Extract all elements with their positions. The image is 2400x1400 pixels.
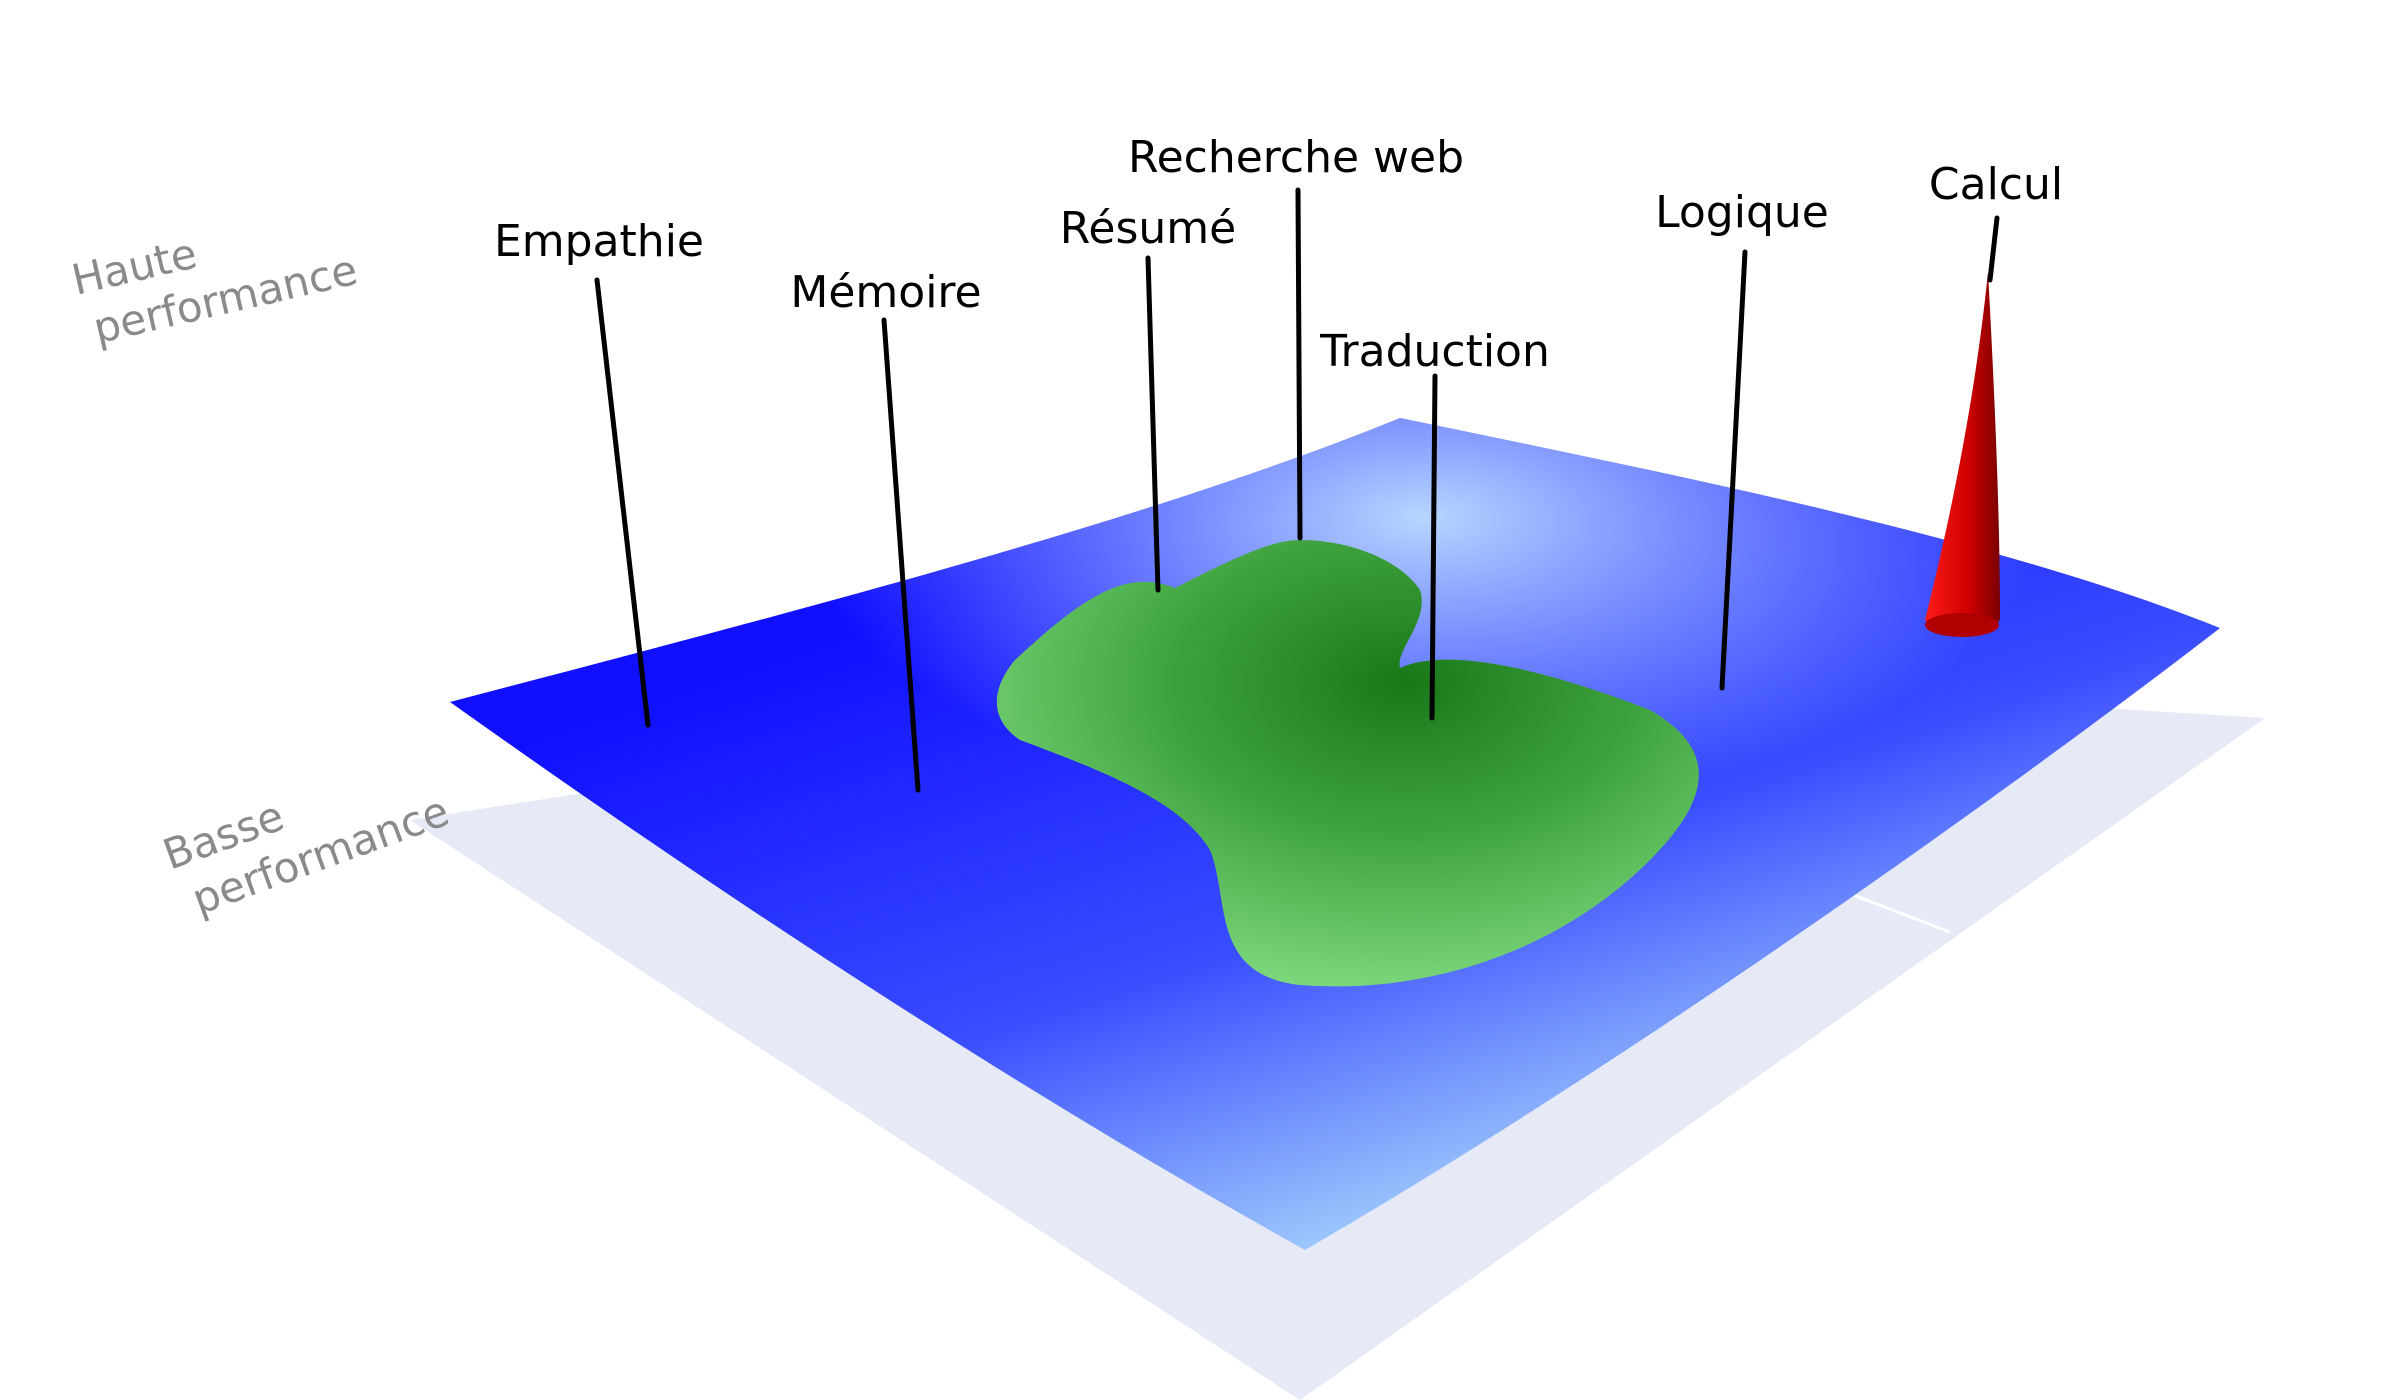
floor-gridline: [419, 766, 541, 792]
label-recherche-web: Recherche web: [1128, 132, 1464, 183]
axis-label-low: Basse performance: [157, 786, 456, 924]
axis-label-high: Haute performance: [67, 229, 362, 354]
label-traduction: Traduction: [1319, 326, 1550, 377]
label-calcul: Calcul: [1929, 159, 2063, 210]
capability-plateau: [996, 540, 1699, 987]
leader-line-memoire: [881, 317, 921, 793]
leader-line-empathie: [594, 277, 651, 728]
label-resume: Résumé: [1060, 203, 1236, 254]
label-logique: Logique: [1655, 187, 1829, 238]
label-memoire: Mémoire: [790, 267, 981, 318]
capability-spike: [1925, 272, 2000, 635]
leader-line-resume: [1145, 255, 1161, 593]
leader-line-calcul: [1987, 215, 2000, 283]
leader-line-logique: [1719, 249, 1748, 691]
leader-line-recherche: [1295, 187, 1303, 541]
floor-gridline: [1839, 888, 1951, 934]
label-empathie: Empathie: [494, 216, 704, 267]
capability-spike-base: [1925, 613, 1999, 637]
leader-line-traduction: [1429, 373, 1438, 721]
